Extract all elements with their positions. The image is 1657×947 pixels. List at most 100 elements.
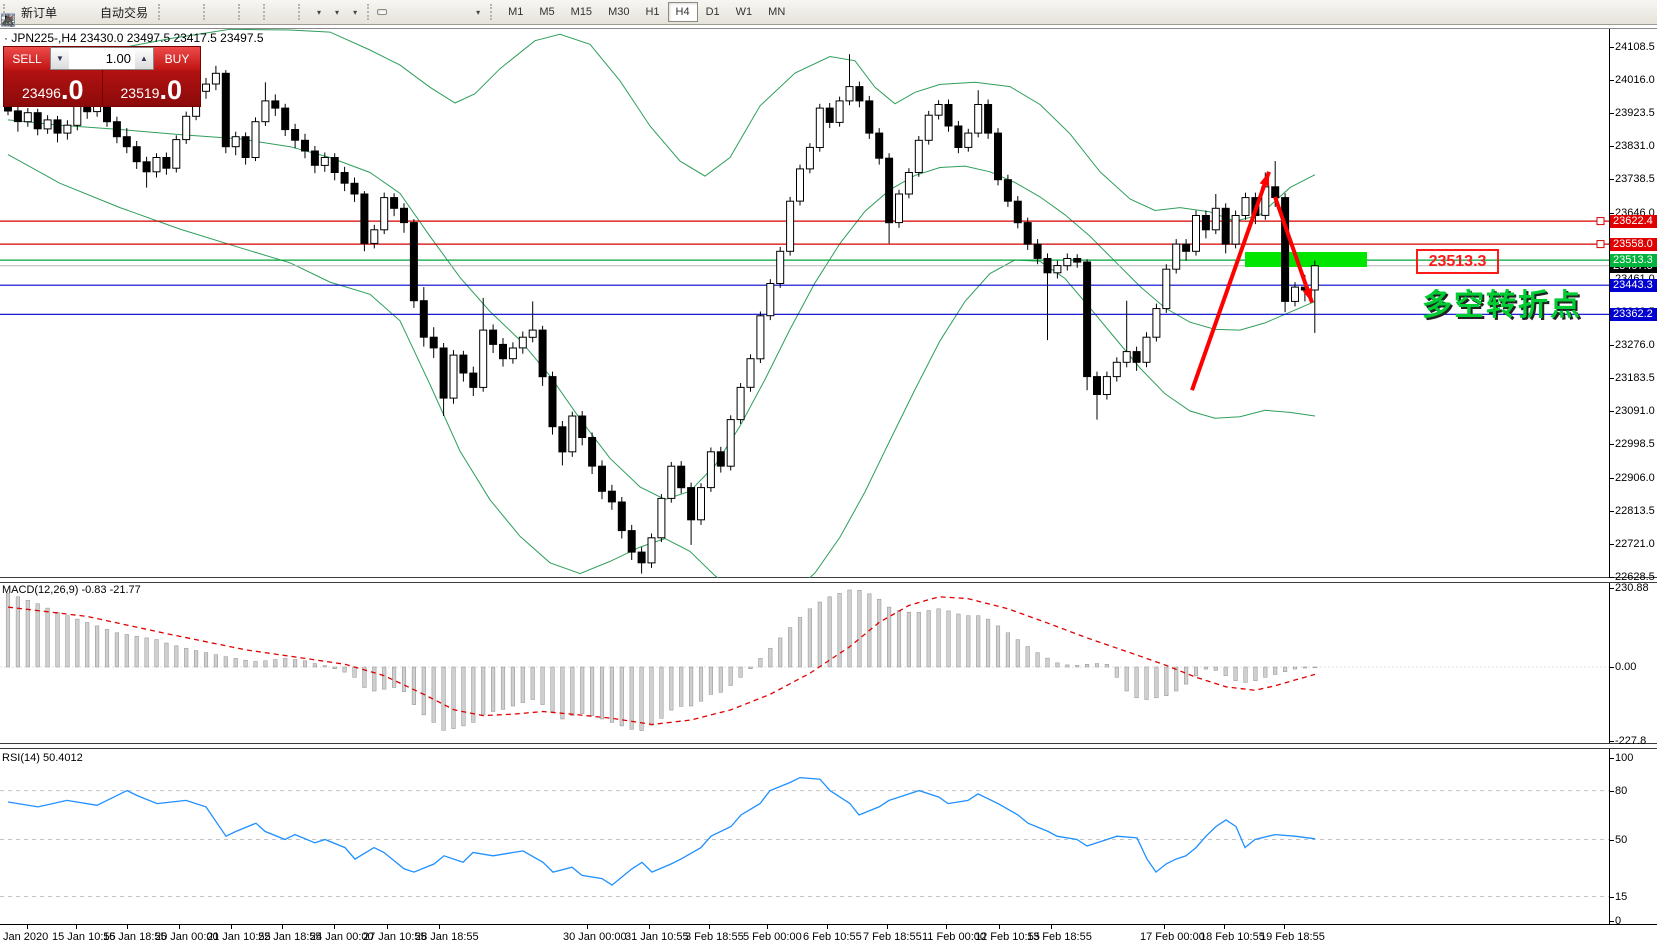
time-tick-label: 20 Jan 00:00 <box>155 931 219 943</box>
line-end-marker[interactable] <box>1596 240 1605 249</box>
chart-shift-button[interactable] <box>2 9 293 25</box>
timeframe-MN-button[interactable]: MN <box>768 6 786 18</box>
sell-price-main: 23496 <box>22 85 61 101</box>
macd-panel-canvas[interactable] <box>0 581 1609 743</box>
toolbar-group-handle[interactable] <box>490 4 495 20</box>
bar-chart-mode-button[interactable] <box>2 9 178 25</box>
new-order-button[interactable]: 新订单 <box>2 1 62 27</box>
shapes-tool-button[interactable]: ▾ <box>1 5 485 26</box>
price-tick-label: 23183.5 <box>1615 372 1655 384</box>
zoom-out-button[interactable] <box>2 9 233 27</box>
chart-window-button[interactable] <box>1 9 72 26</box>
main-chart-canvas[interactable] <box>0 29 1609 578</box>
line-chart-mode-button[interactable] <box>1 9 198 24</box>
price-tick <box>1609 577 1614 578</box>
tile-windows-button[interactable] <box>2 9 258 26</box>
indicators-button[interactable]: ▾ <box>1 5 362 27</box>
bollinger-mid-line <box>7 119 1316 501</box>
time-tick-label: 27 Jan 10:55 <box>363 931 427 943</box>
price-tick-label: 22721.0 <box>1615 538 1655 550</box>
dropdown-caret-icon[interactable]: ▾ <box>317 7 322 17</box>
timeframe-M30-button[interactable]: M30 <box>608 6 630 18</box>
price-tick <box>1609 146 1614 147</box>
text-label-tool-button[interactable]: T <box>1 9 467 26</box>
price-tick <box>1609 47 1614 48</box>
symbol-ohlc-info: · JPN225-,H4 23430.0 23497.5 23417.5 234… <box>4 31 264 45</box>
svg-text:A: A <box>4 13 14 28</box>
timeframe-W1-button[interactable]: W1 <box>735 6 753 18</box>
timeframe-M15-button[interactable]: M15 <box>570 6 593 18</box>
auto-scroll-button[interactable] <box>4 9 283 25</box>
fibonacci-tool-button[interactable]: F <box>2 9 447 28</box>
rsi-line <box>7 776 1316 886</box>
time-tick-label: Jan 2020 <box>3 931 49 943</box>
macd-histogram <box>5 589 1317 731</box>
periods-button[interactable]: ▾ <box>2 5 344 26</box>
rsi-panel-separator[interactable] <box>0 743 1657 749</box>
sell-price-decimal: .0 <box>60 75 84 105</box>
time-tick <box>999 925 1000 929</box>
toolbar-group-handle[interactable] <box>263 4 268 20</box>
volume-increase-icon[interactable]: ▲ <box>135 48 153 69</box>
volume-decrease-icon[interactable]: ▼ <box>51 48 69 69</box>
text-tool-button[interactable]: A <box>4 9 457 28</box>
timeframe-M1-button[interactable]: M1 <box>508 6 524 18</box>
volume-stepper[interactable]: ▼ 1.00 ▲ <box>50 47 154 70</box>
time-tick <box>179 925 180 929</box>
rsi-indicator-label: RSI(14) 50.4012 <box>2 752 83 764</box>
highlight-zone[interactable] <box>1245 252 1367 267</box>
equidistant-channel-tool-button[interactable]: E <box>1 9 437 28</box>
zoom-in-button[interactable] <box>2 9 223 27</box>
toolbar-group-handle[interactable] <box>3 4 8 20</box>
dropdown-caret-icon[interactable]: ▾ <box>476 7 481 17</box>
signals-button[interactable] <box>3 9 92 24</box>
buy-price[interactable]: 23519 .0 <box>103 70 201 106</box>
arrowhead <box>1302 287 1313 303</box>
time-tick-label: 19 Feb 18:55 <box>1260 931 1325 943</box>
dropdown-caret-icon[interactable]: ▾ <box>335 7 340 17</box>
line-end-marker[interactable] <box>1596 217 1605 226</box>
volume-value[interactable]: 1.00 <box>105 51 131 66</box>
cursor-tool-button[interactable] <box>5 9 388 26</box>
bollinger-lower-line <box>7 154 1316 578</box>
profile-button[interactable] <box>1 9 82 27</box>
macd-panel-separator[interactable] <box>0 577 1657 583</box>
macd-indicator-label: MACD(12,26,9) -0.83 -21.77 <box>2 584 141 596</box>
time-tick <box>76 925 77 929</box>
sell-price[interactable]: 23496 .0 <box>4 70 103 106</box>
price-axis-border <box>1609 29 1610 925</box>
toolbar-group-handle[interactable] <box>158 4 163 20</box>
timeframe-M5-button[interactable]: M5 <box>539 6 555 18</box>
time-tick <box>709 925 710 929</box>
buy-button[interactable]: BUY <box>154 47 200 70</box>
toolbar-group-handle[interactable] <box>238 4 243 20</box>
timeframe-H1-button[interactable]: H1 <box>645 6 660 18</box>
timeframe-D1-button[interactable]: D1 <box>705 6 720 18</box>
price-tick-label: 22813.5 <box>1615 505 1655 517</box>
price-tick <box>1609 378 1614 379</box>
toolbar-group-handle[interactable] <box>298 4 303 20</box>
sell-button[interactable]: SELL <box>4 47 50 70</box>
crosshair-tool-button[interactable] <box>1 9 397 27</box>
vertical-line-tool-button[interactable] <box>7 9 407 26</box>
toolbar-group-handle[interactable] <box>203 4 208 20</box>
macd-signal-line <box>7 596 1316 726</box>
rsi-axis-label: 0 <box>1615 915 1622 927</box>
trend-arrows[interactable] <box>1190 170 1317 391</box>
dropdown-caret-icon[interactable]: ▾ <box>353 7 358 17</box>
horizontal-line-tool-button[interactable] <box>2 9 417 22</box>
timeframe-H4-button[interactable]: H4 <box>667 2 698 22</box>
trendline-tool-button[interactable] <box>2 9 427 26</box>
candlestick-mode-button[interactable] <box>3 9 188 26</box>
annotation-text: 多空转折点 <box>1422 289 1582 322</box>
hline-price-label: 23513.3 <box>1610 254 1657 267</box>
price-tick-label: 24108.5 <box>1615 41 1655 53</box>
price-tick <box>1609 179 1614 180</box>
auto-trading-button[interactable]: 自动交易 <box>2 1 153 27</box>
rsi-panel-canvas[interactable] <box>0 747 1609 924</box>
buy-price-decimal: .0 <box>159 75 182 105</box>
time-tick <box>127 925 128 929</box>
time-tick-label: 11 Feb 00:00 <box>922 931 987 943</box>
new-chart-button[interactable]: ▾ <box>2 5 326 27</box>
toolbar-group-handle[interactable] <box>367 4 372 20</box>
